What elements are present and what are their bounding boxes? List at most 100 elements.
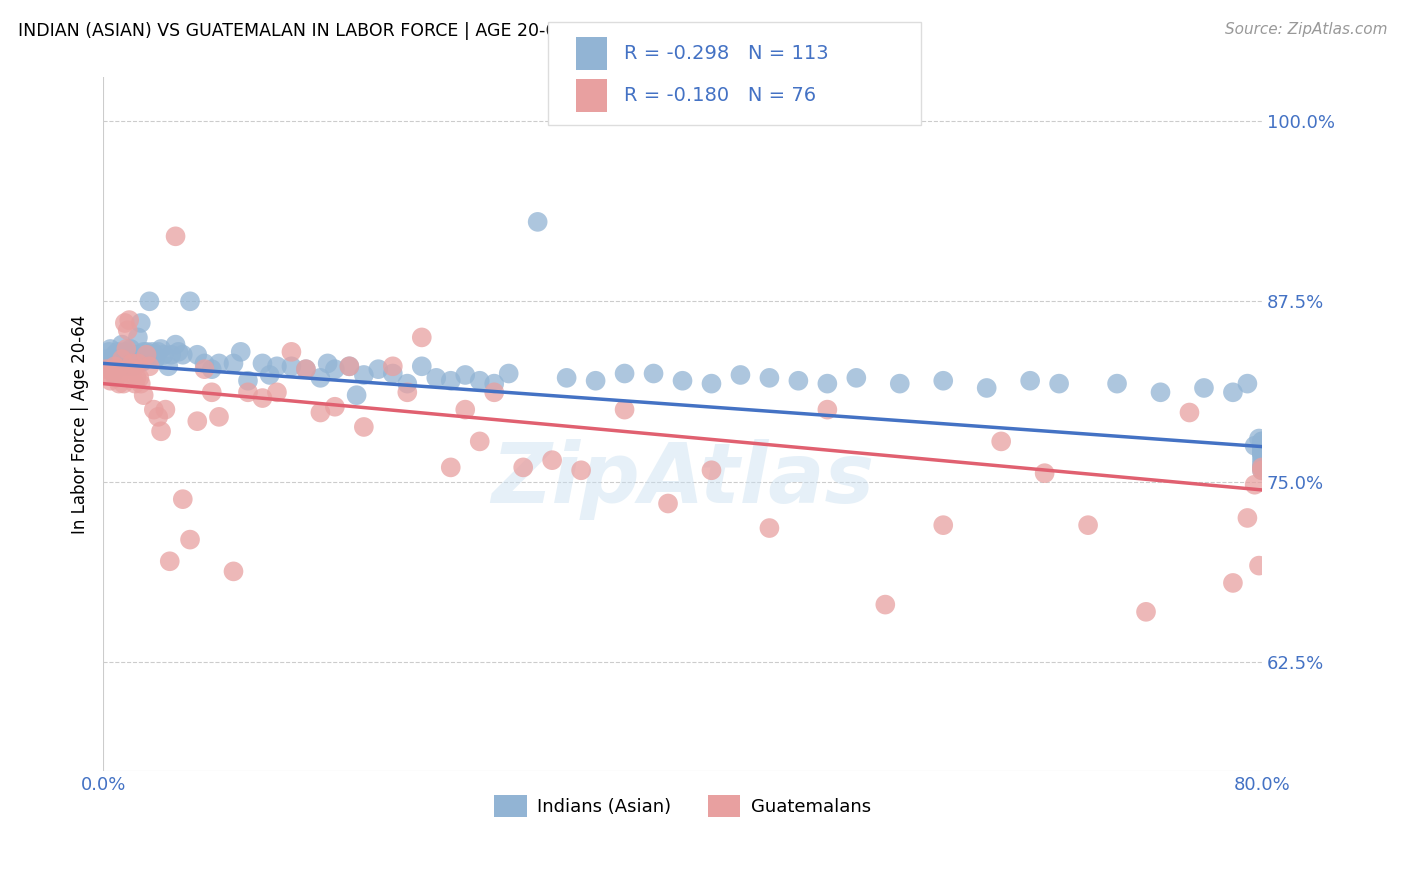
Point <box>222 356 245 370</box>
Point <box>111 359 134 374</box>
Point <box>1222 576 1244 591</box>
Point <box>143 352 166 367</box>
Point <box>1251 439 1274 453</box>
Point <box>125 371 148 385</box>
Point <box>117 323 139 337</box>
Point <box>186 348 208 362</box>
Point <box>1251 446 1274 460</box>
Point <box>135 344 157 359</box>
Point <box>146 344 169 359</box>
Point <box>132 388 155 402</box>
Point <box>131 355 153 369</box>
Point <box>1019 374 1042 388</box>
Point <box>932 374 955 388</box>
Point <box>104 348 127 362</box>
Point <box>125 355 148 369</box>
Point <box>411 330 433 344</box>
Point <box>280 344 302 359</box>
Point <box>367 362 389 376</box>
Point <box>1243 439 1265 453</box>
Point <box>112 376 135 391</box>
Point <box>167 344 190 359</box>
Point <box>381 367 404 381</box>
Point <box>1251 453 1274 467</box>
Point <box>236 385 259 400</box>
Point <box>108 353 131 368</box>
Point <box>110 348 132 362</box>
Point <box>186 414 208 428</box>
Point <box>105 371 128 385</box>
Point <box>411 359 433 374</box>
Point <box>976 381 998 395</box>
Point <box>468 434 491 449</box>
Point <box>1236 511 1258 525</box>
Point <box>1192 381 1215 395</box>
Point <box>252 356 274 370</box>
Point <box>425 371 447 385</box>
Point <box>111 352 134 367</box>
Point <box>1243 477 1265 491</box>
Point <box>101 352 124 367</box>
Point <box>193 356 215 370</box>
Point <box>266 359 288 374</box>
Point <box>280 359 302 374</box>
Point <box>122 362 145 376</box>
Point <box>208 356 231 370</box>
Point <box>135 348 157 362</box>
Point <box>1178 405 1201 419</box>
Point <box>1251 446 1274 460</box>
Point <box>107 362 129 376</box>
Point <box>787 374 810 388</box>
Point <box>104 359 127 374</box>
Point <box>229 344 252 359</box>
Point <box>512 460 534 475</box>
Point <box>132 344 155 359</box>
Point <box>150 342 173 356</box>
Point <box>484 376 506 391</box>
Point <box>118 359 141 374</box>
Point <box>111 337 134 351</box>
Point <box>353 368 375 382</box>
Point <box>108 376 131 391</box>
Point <box>122 359 145 374</box>
Point <box>498 367 520 381</box>
Point <box>124 348 146 362</box>
Point <box>110 367 132 381</box>
Point <box>118 351 141 365</box>
Point <box>440 460 463 475</box>
Point <box>105 356 128 370</box>
Point <box>150 425 173 439</box>
Point <box>613 402 636 417</box>
Point <box>541 453 564 467</box>
Point <box>222 565 245 579</box>
Point <box>129 376 152 391</box>
Point <box>172 492 194 507</box>
Point <box>845 371 868 385</box>
Point <box>157 359 180 374</box>
Point <box>96 359 118 374</box>
Point <box>1251 443 1274 458</box>
Point <box>337 359 360 374</box>
Point <box>142 348 165 362</box>
Point <box>657 496 679 510</box>
Point <box>121 352 143 367</box>
Point <box>201 385 224 400</box>
Point <box>1251 434 1274 449</box>
Point <box>120 362 142 376</box>
Point <box>118 313 141 327</box>
Point <box>1077 518 1099 533</box>
Point <box>160 348 183 362</box>
Point <box>381 359 404 374</box>
Point <box>875 598 897 612</box>
Point <box>129 316 152 330</box>
Point <box>484 385 506 400</box>
Point <box>346 388 368 402</box>
Point <box>208 409 231 424</box>
Text: Source: ZipAtlas.com: Source: ZipAtlas.com <box>1225 22 1388 37</box>
Point <box>103 367 125 381</box>
Point <box>134 351 156 365</box>
Point <box>555 371 578 385</box>
Point <box>114 344 136 359</box>
Point <box>138 294 160 309</box>
Point <box>155 402 177 417</box>
